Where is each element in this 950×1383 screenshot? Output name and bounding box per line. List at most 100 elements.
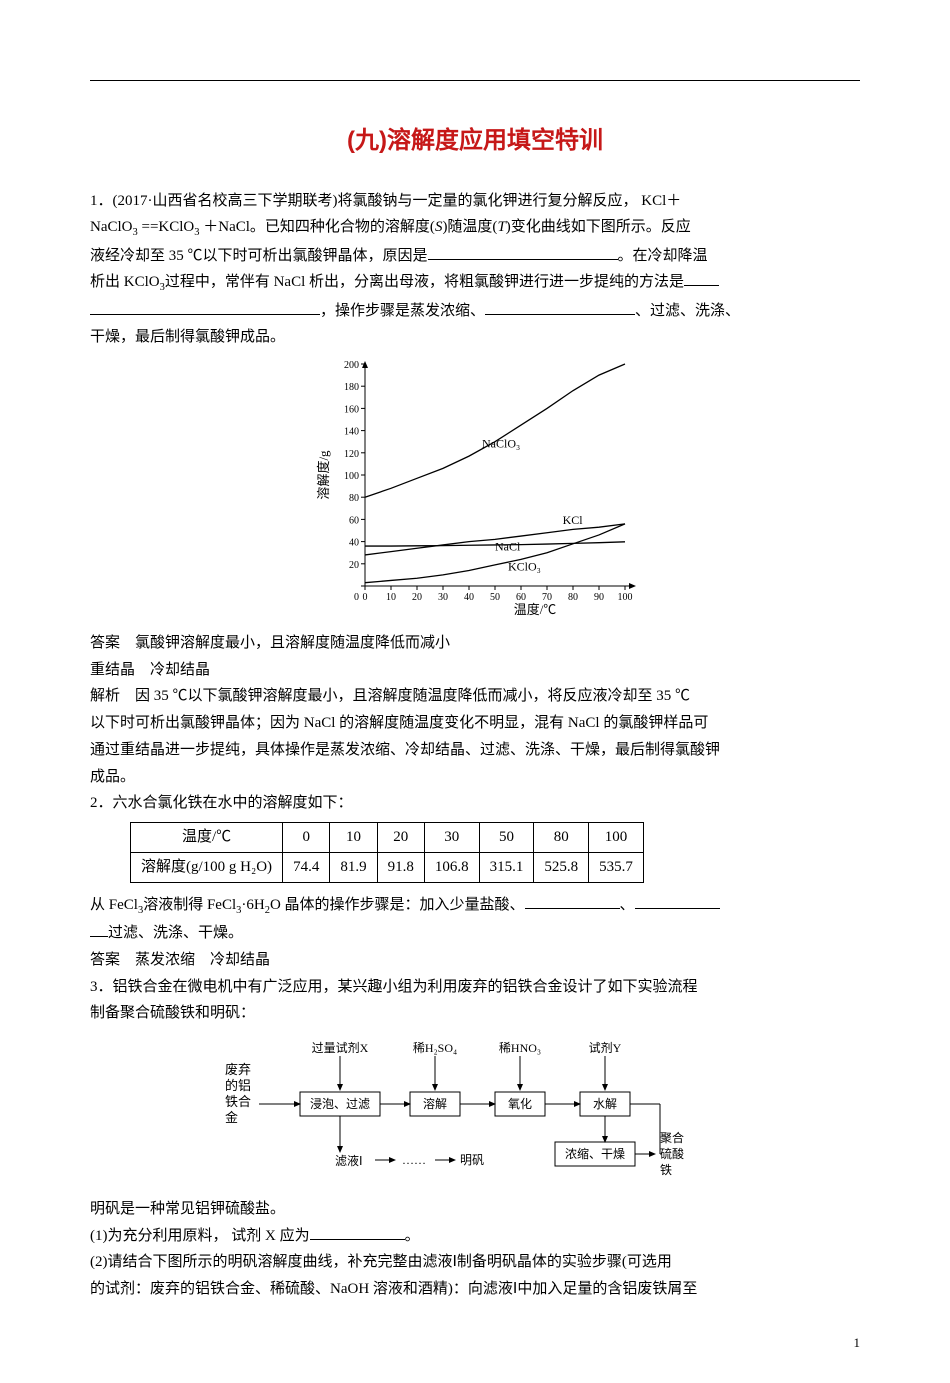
blank: [428, 244, 618, 259]
svg-text:的铝: 的铝: [225, 1078, 251, 1093]
q1-exp1: 解析 因 35 ℃以下氯酸钾溶解度最小，且溶解度随温度降低而减小，将反应液冷却至…: [90, 684, 860, 709]
q3-intro2: 制备聚合硫酸铁和明矾：: [90, 1001, 860, 1026]
svg-text:NaCl: NaCl: [495, 540, 521, 554]
svg-text:过量试剂X: 过量试剂X: [312, 1040, 369, 1055]
q1-line2: NaClO3 ==KClO3 ＋NaCl。已知四种化合物的溶解度(S)随温度(T…: [90, 215, 860, 241]
sub: 3: [133, 227, 138, 238]
q1-chart: 2040608010012014016018020001020304050607…: [90, 356, 860, 625]
q3-p2b: 的试剂：废弃的铝铁合金、稀硫酸、NaOH 溶液和酒精)：向滤液Ⅰ中加入足量的含铝…: [90, 1277, 860, 1302]
q1-ans1: 答案 氯酸钾溶解度最小，且溶解度随温度降低而减小: [90, 631, 860, 656]
q3-p1: (1)为充分利用原料， 试剂 X 应为 。: [90, 1224, 860, 1249]
blank: [684, 271, 719, 286]
q2-line2: 过滤、洗涤、干燥。: [90, 921, 860, 946]
q2-table: 温度/℃01020305080100溶解度(g/100 g H₂O)74.481…: [130, 822, 644, 883]
t: 过程中，常伴有 NaCl 析出，分离出母液，将粗氯酸钾进行进一步提纯的方法是: [165, 274, 684, 290]
q3-flow: 废弃的铝铁合金浸泡、过滤溶解氧化水解过量试剂X稀H₂SO₄稀HNO₃试剂Y浓缩、…: [90, 1032, 860, 1191]
svg-text:溶解: 溶解: [423, 1096, 447, 1111]
svg-text:0: 0: [363, 592, 368, 603]
svg-text:水解: 水解: [593, 1097, 617, 1111]
blank: [90, 922, 108, 937]
svg-text:30: 30: [438, 592, 448, 603]
svg-text:100: 100: [344, 471, 359, 482]
svg-text:50: 50: [490, 592, 500, 603]
page: (九)溶解度应用填空特训 1．(2017·山西省名校高三下学期联考)将氯酸钠与一…: [0, 0, 950, 1383]
svg-text:KClO₃: KClO₃: [508, 560, 541, 574]
svg-text:KCl: KCl: [563, 513, 584, 527]
t: ·6H: [241, 897, 264, 913]
svg-text:废弃: 废弃: [225, 1062, 251, 1077]
q1-line3: 液经冷却至 35 ℃以下时可析出氯酸钾晶体，原因是 。在冷却降温: [90, 244, 860, 269]
t: 过滤、洗涤、干燥。: [108, 925, 243, 941]
svg-text:40: 40: [464, 592, 474, 603]
q2-intro: 2．六水合氯化铁在水中的溶解度如下：: [90, 791, 860, 816]
t: 液经冷却至 35 ℃以下时可析出氯酸钾晶体，原因是: [90, 248, 428, 264]
svg-text:60: 60: [349, 516, 359, 527]
q3-p2a: (2)请结合下图所示的明矾溶解度曲线，补充完整由滤液Ⅰ制备明矾晶体的实验步骤(可…: [90, 1250, 860, 1275]
blank: [310, 1224, 405, 1239]
q2-line1: 从 FeCl3溶液制得 FeCl3·6H2O 晶体的操作步骤是：加入少量盐酸、、: [90, 893, 860, 919]
blank: [485, 299, 635, 314]
q1-exp4: 成品。: [90, 765, 860, 790]
svg-text:160: 160: [344, 405, 359, 416]
top-rule: [90, 80, 860, 81]
svg-text:浓缩、干燥: 浓缩、干燥: [565, 1146, 625, 1161]
svg-text:铁: 铁: [660, 1163, 672, 1177]
page-title: (九)溶解度应用填空特训: [90, 121, 860, 161]
svg-text:100: 100: [618, 592, 633, 603]
svg-text:40: 40: [349, 538, 359, 549]
q3-intro1: 3．铝铁合金在微电机中有广泛应用，某兴趣小组为利用废弃的铝铁合金设计了如下实验流…: [90, 975, 860, 1000]
t: 、: [620, 897, 635, 913]
t: 。在冷却降温: [618, 248, 708, 264]
blank: [525, 893, 620, 908]
q1-exp3: 通过重结晶进一步提纯，具体操作是蒸发浓缩、冷却结晶、过滤、洗涤、干燥，最后制得氯…: [90, 738, 860, 763]
q1-line1: 1．(2017·山西省名校高三下学期联考)将氯酸钠与一定量的氯化钾进行复分解反应…: [90, 189, 860, 214]
svg-text:铁合: 铁合: [225, 1094, 251, 1109]
svg-text:氧化: 氧化: [508, 1097, 532, 1111]
t-var: T: [497, 219, 505, 235]
q1-ans2: 重结晶 冷却结晶: [90, 658, 860, 683]
t: NaClO: [90, 219, 133, 235]
q1-exp2: 以下时可析出氯酸钾晶体；因为 NaCl 的溶解度随温度变化不明显，混有 NaCl…: [90, 711, 860, 736]
svg-text:140: 140: [344, 427, 359, 438]
svg-text:10: 10: [386, 592, 396, 603]
t: )随温度(: [442, 219, 497, 235]
q2-ans: 答案 蒸发浓缩 冷却结晶: [90, 948, 860, 973]
svg-text:稀HNO₃: 稀HNO₃: [499, 1041, 541, 1055]
solubility-chart-svg: 2040608010012014016018020001020304050607…: [310, 356, 640, 616]
svg-text:温度/℃: 温度/℃: [514, 602, 557, 616]
svg-text:80: 80: [568, 592, 578, 603]
svg-text:……: ……: [402, 1153, 426, 1167]
svg-text:滤液Ⅰ: 滤液Ⅰ: [335, 1153, 363, 1168]
svg-text:20: 20: [412, 592, 422, 603]
svg-text:80: 80: [349, 493, 359, 504]
q3-note: 明矾是一种常见铝钾硫酸盐。: [90, 1197, 860, 1222]
q1-line5: ，操作步骤是蒸发浓缩、 、过滤、洗涤、: [90, 299, 860, 324]
svg-text:明矾: 明矾: [460, 1153, 484, 1167]
svg-text:200: 200: [344, 360, 359, 371]
svg-text:20: 20: [349, 560, 359, 571]
t: )变化曲线如下图所示。反应: [506, 219, 691, 235]
t: 从 FeCl: [90, 897, 138, 913]
q1-line6: 干燥，最后制得氯酸钾成品。: [90, 325, 860, 350]
svg-text:金: 金: [225, 1110, 238, 1125]
t: 、过滤、洗涤、: [635, 303, 740, 319]
svg-text:溶解度/g: 溶解度/g: [316, 450, 331, 500]
t: 。: [405, 1228, 420, 1244]
t: 溶液制得 FeCl: [143, 897, 236, 913]
t: O 晶体的操作步骤是：加入少量盐酸、: [270, 897, 525, 913]
svg-text:NaClO₃: NaClO₃: [482, 436, 520, 450]
blank: [635, 893, 720, 908]
page-number: 1: [90, 1332, 860, 1353]
q1-line4: 析出 KClO3过程中，常伴有 NaCl 析出，分离出母液，将粗氯酸钾进行进一步…: [90, 270, 860, 296]
t: 析出 KClO: [90, 274, 160, 290]
blank: [90, 299, 320, 314]
t: ，操作步骤是蒸发浓缩、: [320, 303, 485, 319]
svg-text:90: 90: [594, 592, 604, 603]
svg-text:浸泡、过滤: 浸泡、过滤: [310, 1097, 370, 1111]
svg-text:0: 0: [354, 592, 359, 603]
svg-text:稀H₂SO₄: 稀H₂SO₄: [413, 1041, 457, 1055]
flow-chart-svg: 废弃的铝铁合金浸泡、过滤溶解氧化水解过量试剂X稀H₂SO₄稀HNO₃试剂Y浓缩、…: [215, 1032, 735, 1182]
t: (1)为充分利用原料， 试剂 X 应为: [90, 1228, 310, 1244]
t: ==KClO: [142, 219, 195, 235]
svg-text:120: 120: [344, 449, 359, 460]
